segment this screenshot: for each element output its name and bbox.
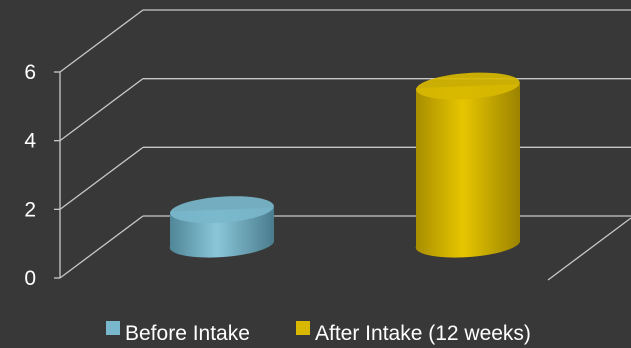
y-tick-label: 6 bbox=[24, 61, 36, 84]
y-tick-label: 4 bbox=[24, 130, 36, 153]
floor-edge bbox=[547, 217, 631, 281]
gridline-depth bbox=[59, 215, 144, 279]
bar-after-intake bbox=[415, 72, 520, 258]
bars bbox=[169, 72, 520, 258]
y-tick-label: 0 bbox=[24, 267, 36, 290]
y-tick-label: 2 bbox=[24, 198, 36, 221]
gridlines bbox=[59, 9, 631, 281]
y-axis: 0 2 4 6 bbox=[24, 61, 61, 290]
legend-swatch bbox=[106, 321, 120, 335]
legend: Before Intake After Intake (12 weeks) bbox=[106, 321, 531, 345]
legend-label: After Intake (12 weeks) bbox=[315, 322, 531, 345]
gridline-depth bbox=[59, 78, 144, 142]
gridline-depth bbox=[59, 9, 144, 73]
gridline-depth bbox=[59, 146, 144, 210]
bar-top bbox=[416, 72, 520, 100]
bar-body bbox=[415, 84, 520, 258]
legend-swatch bbox=[296, 321, 310, 335]
legend-label: Before Intake bbox=[125, 322, 250, 345]
bar-top bbox=[170, 196, 274, 224]
bar-before-intake bbox=[169, 196, 274, 258]
